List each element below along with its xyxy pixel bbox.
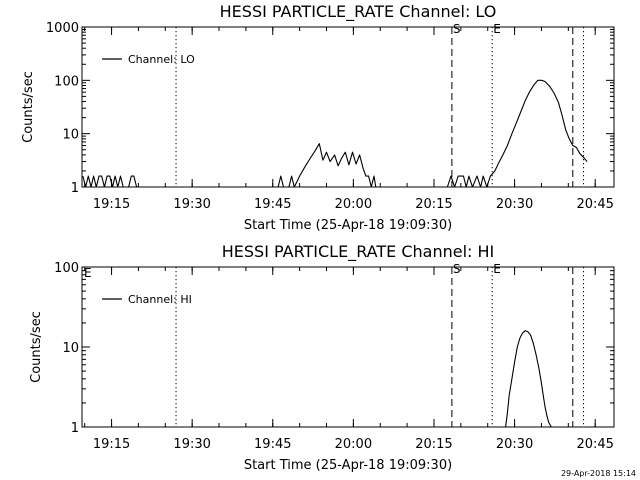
panel2-edge-label: E — [84, 266, 92, 280]
panel2-x-tick-label: 19:30 — [173, 437, 210, 452]
panel2-x-tick-label: 19:15 — [93, 437, 130, 452]
panel1-plot-frame — [81, 26, 615, 188]
panel1-series-line-0 — [82, 79, 588, 188]
panel2-y-tick-label: 100 — [54, 261, 79, 276]
panel1-y-tick-label: 1000 — [46, 21, 79, 36]
panel2-series-line-0 — [505, 330, 552, 428]
panel2-x-axis-label: Start Time (25-Apr-18 19:09:30) — [244, 458, 452, 473]
panel1-x-tick-label: 20:45 — [576, 197, 613, 212]
panel2-x-tick-label: 19:45 — [254, 437, 291, 452]
panel1-y-tick-label: 10 — [62, 128, 79, 143]
panel1-x-tick-label: 20:00 — [335, 197, 372, 212]
panel2-y-axis-label: Counts/sec — [29, 311, 44, 383]
panel2-title: HESSI PARTICLE_RATE Channel: HI — [222, 242, 495, 262]
panel2-x-tick-label: 20:45 — [576, 437, 613, 452]
panel1-x-tick-label: 19:15 — [93, 197, 130, 212]
panel1-y-tick-label: 1 — [71, 181, 79, 196]
panel2-x-tick-label: 20:30 — [496, 437, 533, 452]
panel1-y-axis-label: Counts/sec — [21, 71, 36, 143]
panel2-chart: HESSI PARTICLE_RATE Channel: HI 19:15 19:3… — [29, 242, 615, 473]
panel1-marker-label-s: S — [453, 22, 461, 36]
panel2-x-tick-label: 20:15 — [415, 437, 452, 452]
panel1-legend-label: Channel: LO — [128, 53, 195, 66]
panel1-y-tick-label: 100 — [54, 74, 79, 89]
panel1-x-tick-label: 19:45 — [254, 197, 291, 212]
panel2-marker-label-e: E — [493, 262, 501, 276]
panel1-x-tick-label: 20:15 — [415, 197, 452, 212]
panel1-chart: HESSI PARTICLE_RATE Channel: LO 19:15 19:3… — [21, 2, 615, 233]
panel1-x-tick-label: 20:30 — [496, 197, 533, 212]
panel1-x-axis-label: Start Time (25-Apr-18 19:09:30) — [244, 218, 452, 233]
panel1-title: HESSI PARTICLE_RATE Channel: LO — [220, 2, 497, 22]
panel2-y-tick-label: 10 — [62, 341, 79, 356]
panel1-x-tick-label: 19:30 — [173, 197, 210, 212]
panel2-x-tick-label: 20:00 — [335, 437, 372, 452]
panel2-y-tick-label: 1 — [71, 421, 79, 436]
panel1-marker-label-e: E — [493, 22, 501, 36]
footer-timestamp: 29-Apr-2018 15:14 — [561, 469, 636, 478]
panel2-marker-label-s: S — [453, 262, 461, 276]
panel2-legend-label: Channel: HI — [128, 293, 192, 306]
